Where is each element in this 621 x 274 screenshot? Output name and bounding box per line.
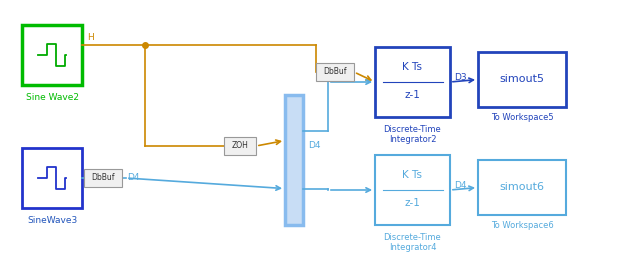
Text: simout6: simout6 <box>499 182 545 193</box>
Text: Discrete-Time
Integrator2: Discrete-Time Integrator2 <box>384 125 442 144</box>
Text: simout5: simout5 <box>499 75 545 84</box>
Bar <box>478 160 566 215</box>
Text: To Workspace5: To Workspace5 <box>491 113 553 122</box>
Text: Sine Wave2: Sine Wave2 <box>25 93 78 102</box>
Text: K Ts: K Ts <box>402 170 422 179</box>
Text: DbBuf: DbBuf <box>324 67 347 76</box>
Text: z-1: z-1 <box>404 90 420 100</box>
Text: D3: D3 <box>454 73 466 81</box>
Bar <box>478 52 566 107</box>
Bar <box>375 47 450 117</box>
Text: D4: D4 <box>127 173 140 182</box>
Text: D4: D4 <box>454 181 466 190</box>
Bar <box>375 155 450 225</box>
Text: DbBuf: DbBuf <box>91 173 115 182</box>
Text: ZOH: ZOH <box>232 141 248 150</box>
Text: D4: D4 <box>308 141 320 150</box>
Bar <box>285 95 303 225</box>
Text: H: H <box>87 33 94 41</box>
Bar <box>22 148 82 208</box>
Text: To Workspace6: To Workspace6 <box>491 221 553 230</box>
Bar <box>224 137 256 155</box>
Text: Discrete-Time
Integrator4: Discrete-Time Integrator4 <box>384 233 442 252</box>
Text: z-1: z-1 <box>404 198 420 208</box>
Text: SineWave3: SineWave3 <box>27 216 77 225</box>
Bar <box>84 169 122 187</box>
Text: K Ts: K Ts <box>402 62 422 72</box>
Bar <box>316 63 354 81</box>
Bar <box>22 25 82 85</box>
